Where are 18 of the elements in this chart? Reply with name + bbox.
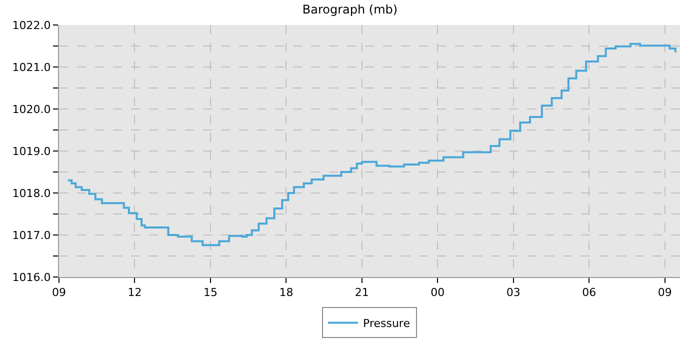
y-tick-label: 1019.0 [12,144,51,158]
x-tick-label: 18 [279,286,294,300]
chart-title: Barograph (mb) [302,2,398,17]
legend-label: Pressure [363,317,410,330]
x-tick-label: 09 [658,286,672,300]
y-tick-label: 1018.0 [12,186,51,200]
y-tick-label: 1022.0 [12,18,51,32]
y-tick-label: 1020.0 [12,102,51,116]
x-tick-label: 21 [354,286,369,300]
y-tick-label: 1016.0 [12,270,51,284]
y-tick-label: 1017.0 [12,228,51,242]
y-tick-label: 1021.0 [12,60,51,74]
x-tick-label: 12 [128,286,142,300]
x-tick-label: 06 [582,286,596,300]
x-tick-label: 00 [430,286,445,300]
x-tick-label: 15 [203,286,218,300]
x-tick-label: 03 [506,286,520,300]
x-tick-label: 09 [52,286,66,300]
